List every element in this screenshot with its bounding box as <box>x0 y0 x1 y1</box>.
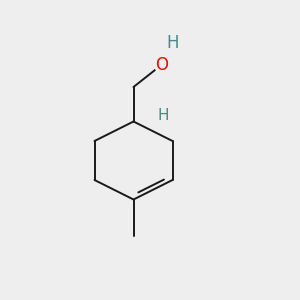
Text: O: O <box>155 56 169 74</box>
Text: H: H <box>158 108 169 123</box>
Text: H: H <box>166 34 179 52</box>
